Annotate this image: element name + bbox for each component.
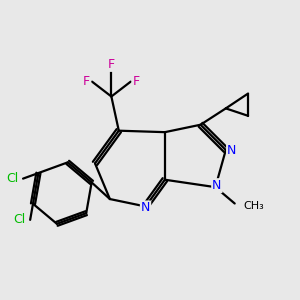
Text: F: F xyxy=(108,58,115,71)
Text: F: F xyxy=(133,75,140,88)
Text: N: N xyxy=(227,143,236,157)
Text: Cl: Cl xyxy=(6,172,19,185)
Text: CH₃: CH₃ xyxy=(244,202,264,212)
Text: F: F xyxy=(83,75,90,88)
Text: Cl: Cl xyxy=(14,213,26,226)
Text: N: N xyxy=(141,202,150,214)
Text: N: N xyxy=(212,179,222,192)
